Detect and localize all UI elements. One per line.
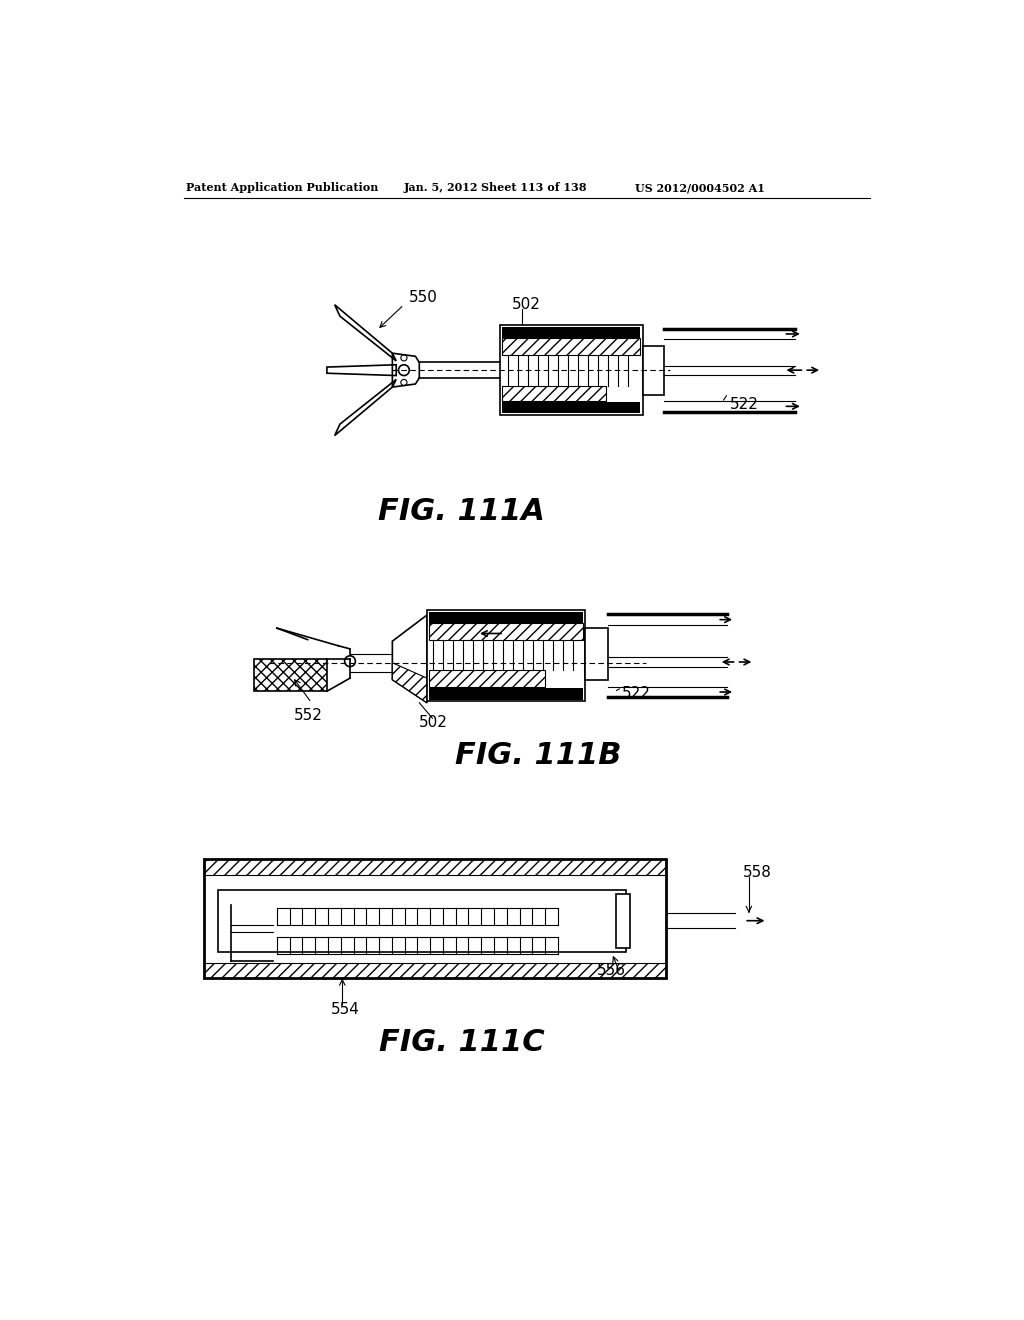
Bar — [643, 346, 665, 395]
Text: FIG. 111C: FIG. 111C — [379, 1028, 545, 1057]
Text: 502: 502 — [419, 715, 449, 730]
Text: Patent Application Publication: Patent Application Publication — [186, 182, 379, 193]
Bar — [503, 403, 640, 413]
Text: 558: 558 — [742, 866, 772, 880]
Text: Jan. 5, 2012: Jan. 5, 2012 — [403, 182, 478, 193]
Bar — [429, 612, 583, 623]
Bar — [503, 327, 640, 338]
Text: 502: 502 — [512, 297, 541, 313]
Bar — [500, 326, 643, 414]
Text: FIG. 111A: FIG. 111A — [378, 496, 545, 525]
Text: US 2012/0004502 A1: US 2012/0004502 A1 — [635, 182, 765, 193]
Text: Sheet 113 of 138: Sheet 113 of 138 — [481, 182, 587, 193]
Text: 550: 550 — [410, 289, 438, 305]
Text: 522: 522 — [622, 686, 650, 701]
Bar — [204, 964, 666, 978]
Text: 522: 522 — [730, 397, 759, 412]
Bar — [204, 859, 666, 874]
Text: 554: 554 — [331, 1002, 359, 1016]
Bar — [217, 890, 626, 952]
Text: FIG. 111B: FIG. 111B — [456, 741, 622, 770]
Bar — [429, 688, 583, 700]
Bar — [429, 671, 545, 688]
Bar — [585, 628, 608, 681]
Bar — [429, 623, 583, 640]
Polygon shape — [392, 663, 427, 702]
Bar — [204, 859, 666, 978]
Bar — [427, 610, 585, 701]
Bar — [503, 385, 606, 401]
Bar — [254, 659, 327, 692]
Bar — [615, 894, 630, 948]
Bar — [503, 338, 640, 355]
Text: 552: 552 — [294, 708, 323, 722]
Text: 556: 556 — [596, 964, 626, 978]
